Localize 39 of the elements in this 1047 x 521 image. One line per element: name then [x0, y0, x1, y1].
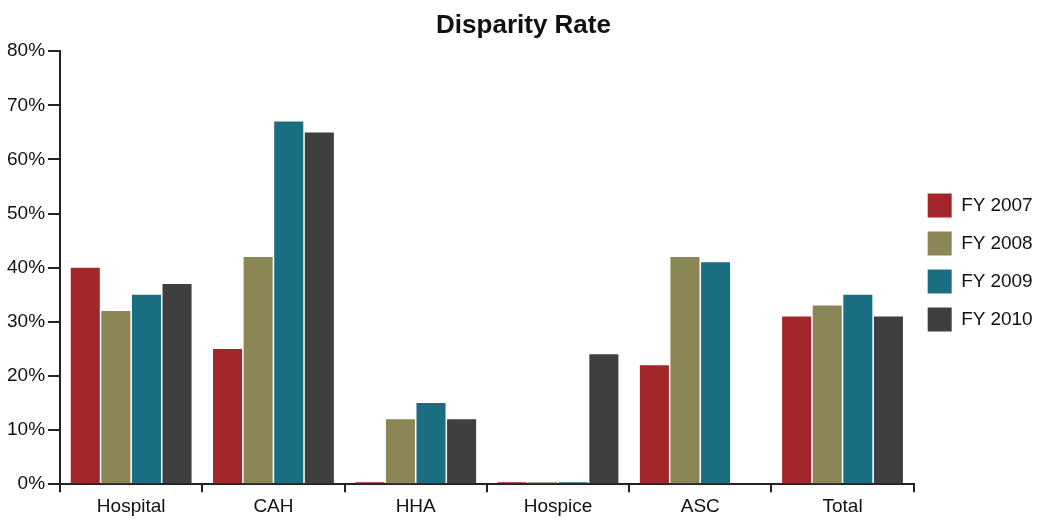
y-tick-label: 0%	[17, 472, 46, 494]
bar	[447, 419, 477, 484]
bar	[243, 256, 273, 484]
y-tick-label: 80%	[7, 39, 46, 61]
x-tick-label: Total	[822, 494, 863, 516]
bar	[589, 354, 619, 484]
y-tick-label: 30%	[7, 310, 46, 332]
bar	[701, 262, 731, 484]
x-tick-label: Hospice	[523, 494, 593, 516]
y-tick-label: 40%	[7, 255, 46, 277]
bar	[416, 403, 446, 484]
bar	[782, 316, 812, 484]
chart-title: Disparity Rate	[436, 8, 611, 39]
bar	[304, 132, 334, 484]
bar	[812, 305, 842, 484]
y-tick-label: 20%	[7, 364, 46, 386]
x-tick-label: CAH	[253, 494, 294, 516]
y-tick-label: 10%	[7, 418, 46, 440]
bar	[639, 365, 669, 484]
bar	[843, 294, 873, 484]
y-tick-label: 50%	[7, 201, 46, 223]
legend-label: FY 2009	[961, 269, 1033, 291]
bar	[274, 121, 304, 484]
bar	[70, 267, 100, 484]
y-tick-label: 60%	[7, 147, 46, 169]
x-tick-label: HHA	[395, 494, 437, 516]
bar	[101, 311, 131, 484]
bar	[162, 283, 192, 484]
legend-label: FY 2007	[961, 193, 1033, 215]
x-tick-label: ASC	[680, 494, 720, 516]
legend-label: FY 2010	[961, 307, 1033, 329]
bar	[385, 419, 415, 484]
bar	[873, 316, 903, 484]
x-tick-label: Hospital	[96, 494, 166, 516]
bar	[213, 348, 243, 484]
y-tick-label: 70%	[7, 93, 46, 115]
bar	[670, 256, 700, 484]
bar	[131, 294, 161, 484]
legend-label: FY 2008	[961, 231, 1033, 253]
